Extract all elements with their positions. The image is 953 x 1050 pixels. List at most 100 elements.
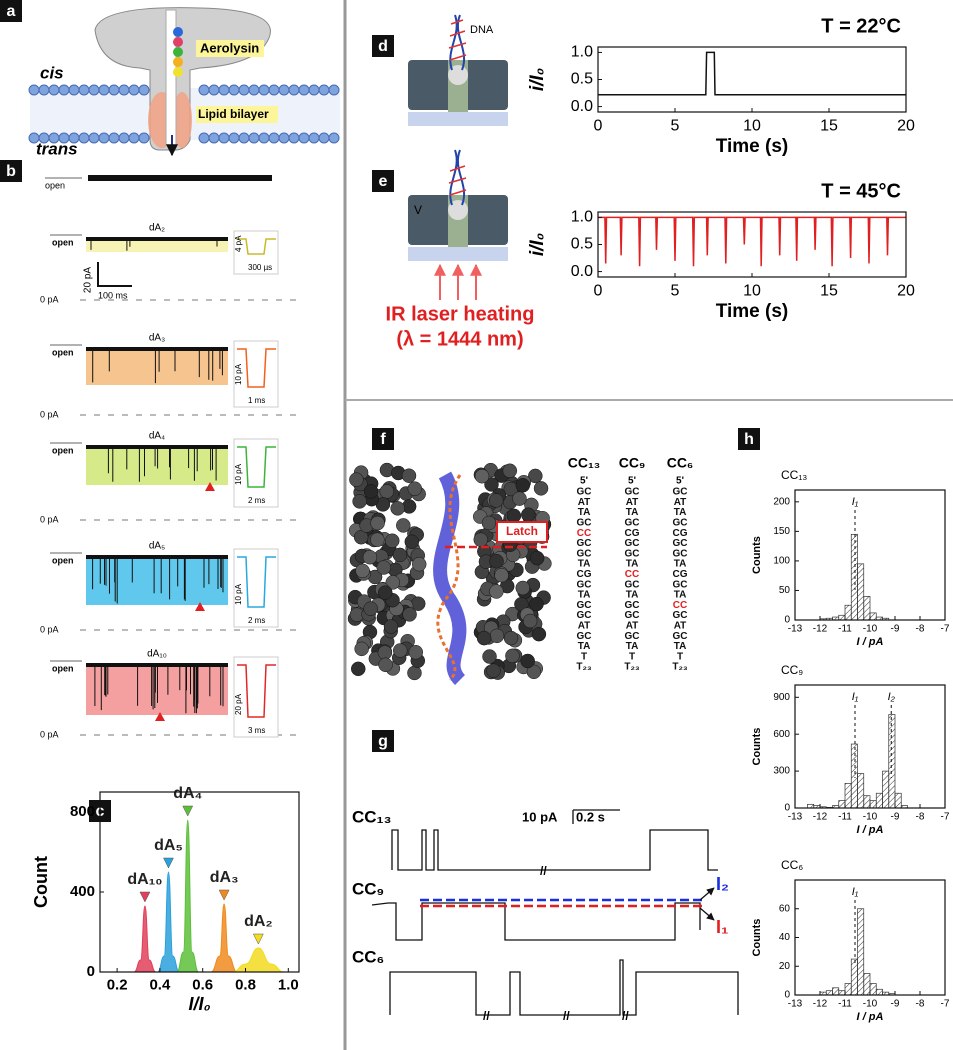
lipid-head <box>228 84 240 96</box>
base-pair: T₂₃ <box>624 662 640 673</box>
latch-label: Latch <box>506 524 538 538</box>
x-tick-label: 0.6 <box>192 976 213 993</box>
trace-name: dA₄ <box>149 431 165 442</box>
open-label: open <box>52 237 74 247</box>
base-pair: GC <box>625 610 640 621</box>
atom <box>363 601 378 616</box>
bar <box>863 596 871 621</box>
x-tick-label: -10 <box>863 999 878 1010</box>
bar <box>863 795 871 809</box>
base-pair: GC <box>625 579 640 590</box>
atom <box>489 553 504 569</box>
x-tick-label: -11 <box>838 624 852 635</box>
dna <box>449 149 466 206</box>
lipid-head <box>298 84 310 96</box>
peak-label: dA₅ <box>154 837 183 854</box>
lipid-head <box>238 132 250 144</box>
atom <box>482 649 497 664</box>
dna-label: DNA <box>470 24 494 36</box>
break-mark: // <box>483 1009 490 1023</box>
lipid-head <box>208 84 220 96</box>
bead <box>173 37 183 47</box>
atom <box>481 515 497 531</box>
inset-trace <box>237 238 276 255</box>
break-mark: // <box>540 864 547 878</box>
x-tick-label: -13 <box>788 624 803 635</box>
lipid-head <box>228 132 240 144</box>
x-tick-label: -10 <box>863 624 878 635</box>
base-pair: GC <box>625 487 640 498</box>
bar <box>888 714 896 809</box>
x-axis-label: I/I₀ <box>188 994 210 1014</box>
label-bg <box>196 40 264 57</box>
peak-label: dA₁₀ <box>127 871 162 888</box>
bar <box>863 973 871 996</box>
lipid-head <box>308 84 320 96</box>
base-pair: GC <box>673 548 688 559</box>
base-pair: AT <box>578 621 591 632</box>
trace <box>391 829 718 871</box>
y-axis-label: Counts <box>751 728 763 766</box>
atom <box>370 515 385 531</box>
atom <box>370 532 385 547</box>
red-marker <box>205 482 215 491</box>
lipid-head <box>218 132 230 144</box>
atom <box>390 501 405 516</box>
inset-trace <box>237 556 276 608</box>
zero-label: 0 pA <box>40 729 59 739</box>
base-pair: GC <box>577 518 592 529</box>
lipid-head <box>328 84 340 96</box>
lipids <box>28 84 340 144</box>
lipid-head <box>98 84 110 96</box>
trace-line <box>598 51 906 96</box>
trace <box>389 959 739 1016</box>
base-pair: T₂₃ <box>672 662 688 673</box>
traces-g <box>371 809 739 1016</box>
base-pair: T₂₃ <box>576 662 592 673</box>
base-pair: TA <box>674 507 687 518</box>
atom <box>352 494 367 509</box>
arrow <box>699 887 715 901</box>
base-pair: T <box>677 651 683 662</box>
x-tick-label: 5 <box>671 283 680 300</box>
panel-label-box <box>738 428 760 450</box>
inset-time: 2 ms <box>248 496 265 505</box>
base-pair: GC <box>577 538 592 549</box>
inset-current: 20 pA <box>234 693 243 715</box>
base-pair: T <box>629 651 635 662</box>
atom <box>489 584 504 599</box>
base-pair: TA <box>626 590 639 601</box>
atom <box>378 585 393 600</box>
lipid-head <box>268 132 280 144</box>
y-axis-label: Counts <box>751 536 763 574</box>
base-pair: CC <box>625 569 639 580</box>
panel-label: b <box>6 163 16 180</box>
lipid-head <box>78 84 90 96</box>
lipid-head <box>208 132 220 144</box>
y-tick-label: 0 <box>784 990 790 1001</box>
atom <box>520 653 535 669</box>
marker-label: I₁ <box>852 886 859 898</box>
atom <box>505 648 520 664</box>
atom <box>515 580 531 596</box>
x-axis-label: Time (s) <box>716 136 789 157</box>
column-title: CC₉ <box>619 455 646 471</box>
strand-end: 5' <box>580 476 588 487</box>
trace-line <box>598 216 906 267</box>
peak-arrow <box>163 857 174 869</box>
peak <box>232 947 285 973</box>
open-label: open <box>52 347 74 357</box>
pore-glow <box>172 92 192 148</box>
membrane <box>408 112 508 126</box>
level-label: I₁ <box>716 917 728 937</box>
x-tick-label: 5 <box>671 118 680 135</box>
dna-bases <box>448 19 467 61</box>
trace-label: CC₁₃ <box>352 807 391 826</box>
x-tick-label: -9 <box>891 999 900 1010</box>
atom <box>528 468 543 484</box>
atoms <box>347 462 552 681</box>
lipid-head <box>68 84 80 96</box>
heating-label: IR laser heating <box>386 303 535 325</box>
